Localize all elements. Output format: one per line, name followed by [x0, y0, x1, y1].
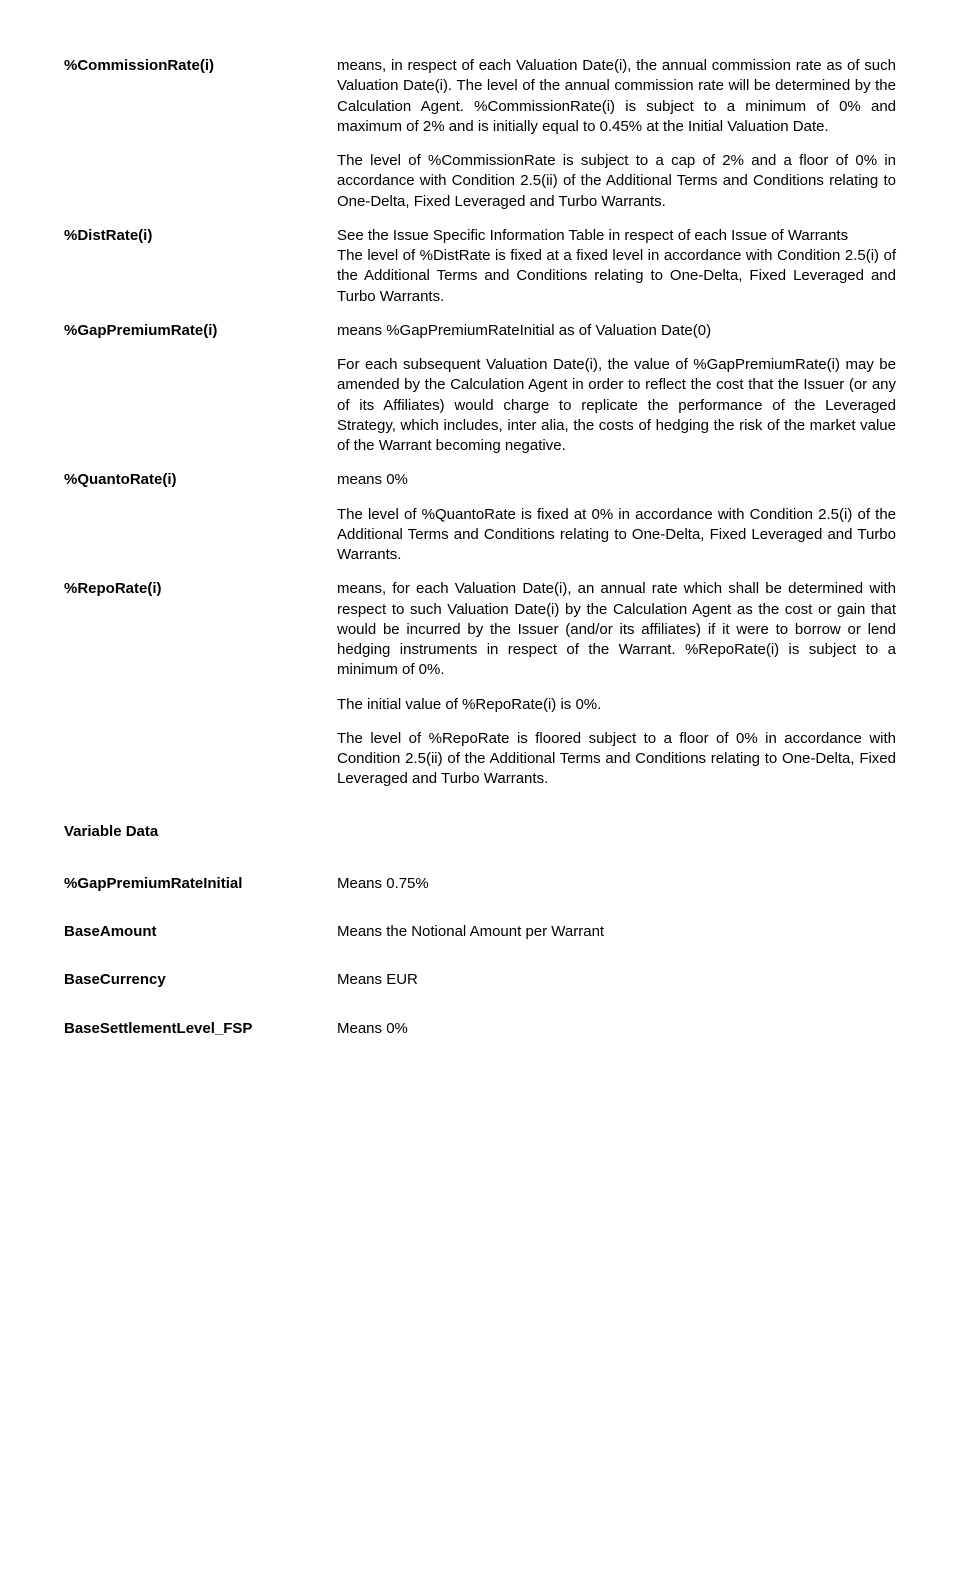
variable-row: BaseSettlementLevel_FSP Means 0% [64, 1019, 896, 1039]
section-heading-row: Variable Data [64, 822, 896, 842]
term-value: See the Issue Specific Information Table… [337, 226, 896, 307]
definition-row: %QuantoRate(i) means 0% The level of %Qu… [64, 470, 896, 565]
variable-row: BaseAmount Means the Notional Amount per… [64, 922, 896, 942]
definition-row: %GapPremiumRate(i) means %GapPremiumRate… [64, 321, 896, 457]
term-value: means %GapPremiumRateInitial as of Valua… [337, 321, 896, 457]
term-label: %DistRate(i) [64, 226, 337, 246]
paragraph: The initial value of %RepoRate(i) is 0%. [337, 695, 896, 715]
term-label: %GapPremiumRate(i) [64, 321, 337, 341]
definition-row: %DistRate(i) See the Issue Specific Info… [64, 226, 896, 307]
variable-value: Means 0% [337, 1019, 896, 1039]
variable-value: Means the Notional Amount per Warrant [337, 922, 896, 942]
paragraph: See the Issue Specific Information Table… [337, 226, 896, 246]
variable-row: %GapPremiumRateInitial Means 0.75% [64, 874, 896, 894]
section-heading: Variable Data [64, 822, 337, 842]
variable-row: BaseCurrency Means EUR [64, 970, 896, 990]
paragraph: means, in respect of each Valuation Date… [337, 56, 896, 137]
term-value: means 0% The level of %QuantoRate is fix… [337, 470, 896, 565]
paragraph: The level of %CommissionRate is subject … [337, 151, 896, 212]
term-label: %CommissionRate(i) [64, 56, 337, 76]
term-label: %QuantoRate(i) [64, 470, 337, 490]
paragraph: For each subsequent Valuation Date(i), t… [337, 355, 896, 456]
definition-row: %CommissionRate(i) means, in respect of … [64, 56, 896, 212]
variable-label: BaseAmount [64, 922, 337, 942]
term-value: means, in respect of each Valuation Date… [337, 56, 896, 212]
variable-label: %GapPremiumRateInitial [64, 874, 337, 894]
paragraph: The level of %QuantoRate is fixed at 0% … [337, 505, 896, 566]
variable-label: BaseSettlementLevel_FSP [64, 1019, 337, 1039]
variable-value: Means EUR [337, 970, 896, 990]
paragraph: The level of %RepoRate is floored subjec… [337, 729, 896, 790]
paragraph: means 0% [337, 470, 896, 490]
term-value: means, for each Valuation Date(i), an an… [337, 579, 896, 789]
paragraph: means, for each Valuation Date(i), an an… [337, 579, 896, 680]
variable-label: BaseCurrency [64, 970, 337, 990]
variable-value: Means 0.75% [337, 874, 896, 894]
paragraph: The level of %DistRate is fixed at a fix… [337, 246, 896, 307]
term-label: %RepoRate(i) [64, 579, 337, 599]
definition-row: %RepoRate(i) means, for each Valuation D… [64, 579, 896, 789]
paragraph: means %GapPremiumRateInitial as of Valua… [337, 321, 896, 341]
